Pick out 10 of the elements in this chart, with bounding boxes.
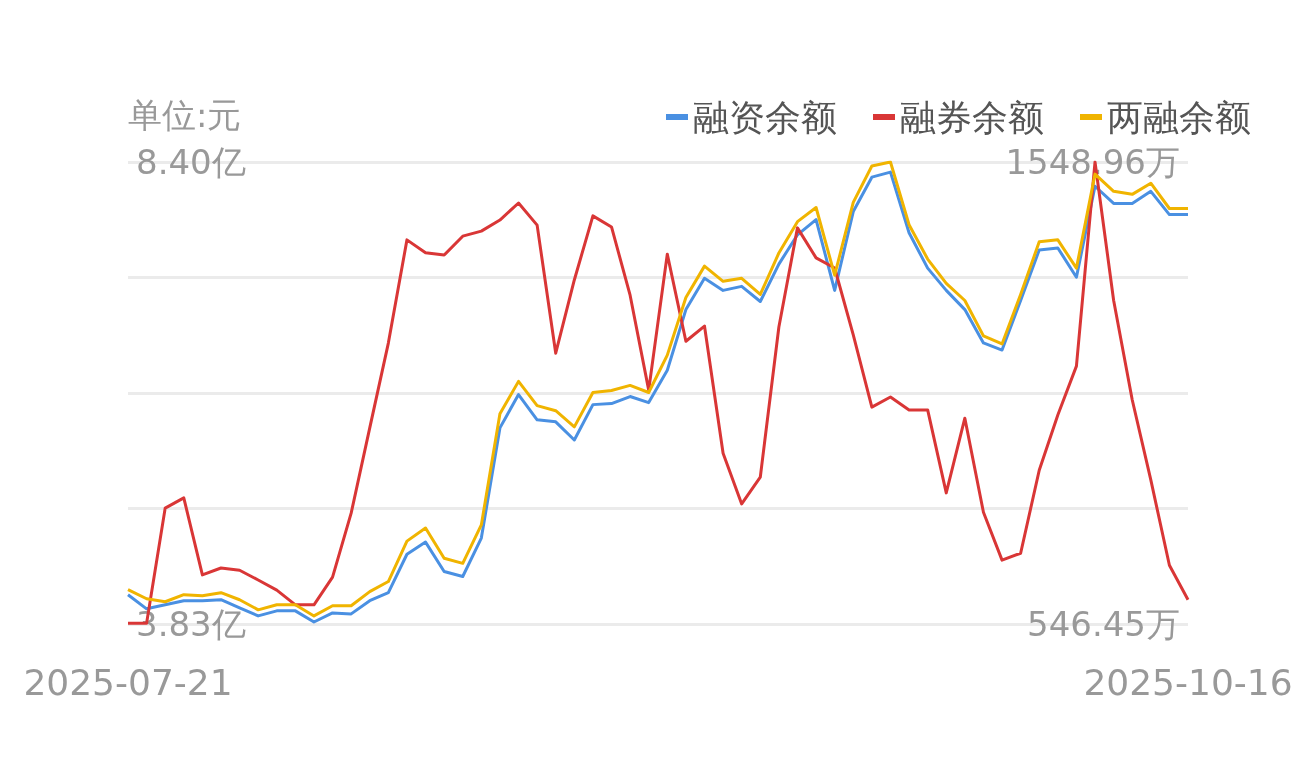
x-tick-label: 2025-10-16 bbox=[1083, 661, 1293, 703]
legend-label: 两融余额 bbox=[1107, 96, 1251, 138]
x-tick-label: 2025-07-21 bbox=[23, 661, 233, 703]
y-tick-label: 8.40亿 bbox=[136, 142, 246, 182]
y-tick-label: 3.83亿 bbox=[136, 604, 246, 644]
y2-tick-label: 1548.96万 bbox=[1005, 142, 1180, 182]
legend-label: 融券余额 bbox=[900, 96, 1044, 138]
y2-tick-label: 546.45万 bbox=[1027, 604, 1180, 644]
legend-label: 融资余额 bbox=[693, 96, 837, 138]
y-axis-title: 单位:元 bbox=[128, 95, 242, 135]
